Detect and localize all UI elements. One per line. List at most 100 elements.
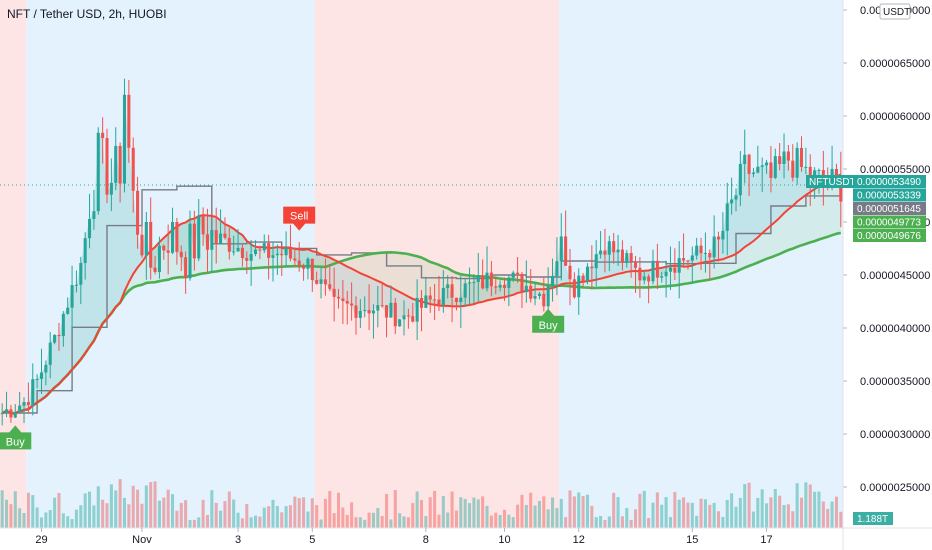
time-tick-label: Nov [132,534,152,546]
price-badge [853,202,926,215]
volume-bar [302,497,306,528]
volume-bar [245,504,249,528]
volume-bar [271,499,275,528]
volume-bar [306,511,310,528]
price-badge [853,188,926,202]
volume-bar [92,505,96,528]
regime-band [26,0,315,528]
candle-body [114,145,118,183]
price-tick-label: 0.0000040000 [860,323,930,335]
volume-bar [834,496,838,528]
candle-body [293,258,297,261]
candle-body [625,253,629,263]
volume-bar [804,482,808,528]
currency-label: USDT [883,7,910,18]
volume-bar [184,500,188,528]
volume-bar [699,498,703,528]
volume-bar [690,502,694,528]
price-badge-value: 0.0000053339 [857,191,921,202]
currency-label-box [879,3,911,20]
candle-body [44,364,48,373]
volume-bar [140,503,144,528]
volume-bar [516,504,520,528]
volume-bar [791,511,795,528]
candle-body [371,310,375,314]
candle-body [376,305,380,311]
candle-body [529,285,533,299]
volume-bar [599,515,603,528]
volume-bar [773,488,777,528]
volume-bar [830,501,834,528]
candle-body [345,301,349,304]
volume-bar [114,490,118,528]
volume-bar [743,484,747,528]
volume-bar [485,505,489,528]
volume-bar [616,497,620,528]
candle-body [131,147,135,191]
candle-body [721,230,725,240]
candle-body [179,251,183,258]
candle-body [795,147,799,178]
candle-body [817,170,821,172]
candle-body [834,168,838,176]
volume-bar [354,517,358,528]
volume-bar [555,508,559,528]
candle-body [188,223,192,279]
candle-body [219,233,223,244]
candle-body [756,166,760,173]
volume-bar [66,516,70,528]
candle-body [267,243,271,258]
volume-bar [262,507,266,528]
volume-bar [70,519,74,528]
volume-bar [240,518,244,528]
symbol-badge-label: NFTUSDT [809,177,856,188]
candle-body [454,297,458,302]
candle-body [197,215,201,259]
candle-body [227,237,231,252]
volume-bar [402,516,406,528]
volume-bar [450,491,454,528]
volume-bar [341,507,345,528]
candle-body [297,260,301,267]
candle-body [79,262,83,285]
volume-bar [179,502,183,528]
candle-body [660,276,664,278]
volume-bar [223,501,227,528]
volume-bar [74,509,78,528]
candle-body [201,215,205,235]
volume-bar [297,498,301,528]
volume-bar [79,505,83,528]
candle-body [629,253,633,262]
price-badges: NFTUSDT 0.0000053490 0.0000053339 0.0000051… [806,175,926,525]
candle-body [633,261,638,268]
price-badge-value: 0.0000053490 [857,177,921,188]
candle-body [651,260,655,282]
candle-body [363,310,367,312]
volume-bar [249,517,253,528]
volume-bar [310,498,314,528]
volume-bar [415,491,419,528]
volume-bar [380,515,384,528]
volume-bar [315,505,319,528]
volume-bar [813,491,817,528]
price-tick-label: 0.0000055000 [860,164,930,176]
candle-body [485,272,489,289]
volume-bar [61,513,65,528]
candle-body [642,276,646,281]
candle-body [332,288,336,297]
volume-bar [638,493,642,528]
volume-bar [398,513,402,528]
volume-bar [537,500,541,528]
volume-bar [376,508,380,528]
candle-body [122,94,127,184]
candle-body [323,279,327,285]
candle-body [5,409,9,414]
symbol-badge [806,175,853,188]
candle-body [101,132,105,139]
volume-bar [109,484,113,528]
candle-body [577,275,581,298]
volume-bar [651,502,655,528]
volume-bar [494,512,498,528]
candle-body [498,284,502,288]
